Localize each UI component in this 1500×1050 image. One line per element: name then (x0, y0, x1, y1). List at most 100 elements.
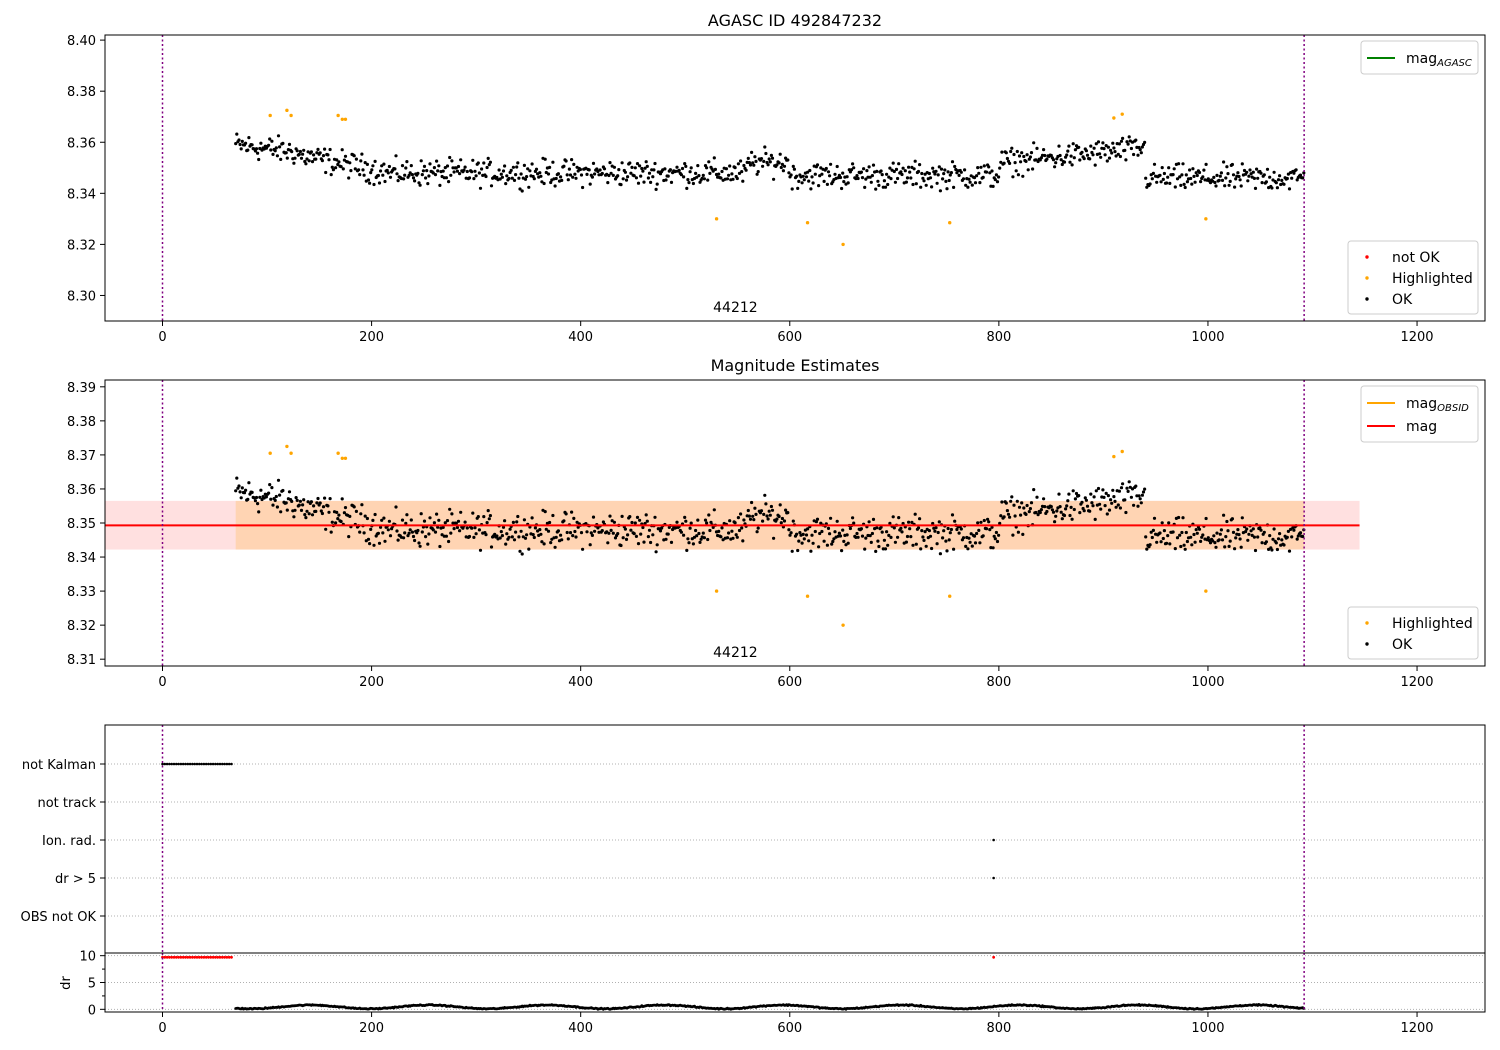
ok-point (382, 162, 386, 166)
ok-point (588, 543, 592, 547)
ok-point (643, 166, 647, 170)
ok-point (1268, 175, 1272, 179)
ok-point (1199, 539, 1203, 544)
ok-point (740, 170, 744, 174)
ok-point (1011, 533, 1015, 537)
ok-point (942, 529, 946, 533)
ok-point (539, 174, 543, 178)
ok-point (876, 539, 880, 543)
ok-point (455, 169, 459, 173)
ok-point (1177, 162, 1181, 166)
ok-point (284, 501, 288, 505)
ok-point (292, 515, 296, 519)
ok-point (269, 497, 273, 501)
ok-point (620, 514, 624, 519)
ok-point (259, 488, 263, 492)
dr-capped-point (188, 955, 192, 959)
ok-point (271, 503, 275, 507)
ok-point (936, 173, 940, 177)
ok-point (828, 532, 832, 536)
ok-point (388, 175, 393, 179)
ok-point (579, 173, 584, 177)
ok-point (623, 170, 628, 174)
ok-point (876, 179, 880, 183)
ok-point (632, 174, 636, 178)
ok-point (694, 171, 698, 175)
ok-point (1171, 530, 1175, 534)
ok-point (347, 535, 351, 539)
ok-point (1292, 171, 1296, 175)
ok-point (301, 503, 305, 507)
ok-point (959, 527, 963, 531)
ok-point (256, 151, 260, 155)
ok-point (1066, 149, 1070, 153)
ok-point (1166, 534, 1170, 538)
ok-point (544, 527, 548, 531)
ok-point (1117, 489, 1121, 493)
ok-point (326, 504, 330, 508)
ok-point (1151, 171, 1155, 175)
ok-point (646, 176, 651, 180)
ok-point (919, 547, 923, 551)
ok-point (285, 508, 289, 512)
ok-point (435, 159, 439, 163)
ok-points (234, 476, 1306, 556)
ok-point (869, 180, 873, 184)
ok-point (859, 170, 864, 174)
ok-point (952, 547, 956, 551)
ok-point (772, 177, 776, 181)
y-axis-label: dr (59, 976, 74, 990)
ok-point (334, 521, 338, 525)
dr-capped-point (211, 955, 215, 959)
ok-point (1124, 510, 1128, 515)
ok-point (1290, 535, 1294, 539)
ok-point (542, 542, 546, 546)
ok-point (730, 172, 734, 176)
ok-point (1248, 168, 1252, 172)
ok-point (489, 545, 494, 549)
x-tick-label: 800 (986, 1021, 1011, 1036)
dr-capped-point (214, 955, 217, 959)
ok-point (695, 175, 699, 179)
ok-point (944, 539, 948, 543)
ok-point (1215, 531, 1219, 535)
ok-point (946, 170, 950, 174)
ok-point (319, 509, 323, 513)
ok-point (687, 181, 691, 185)
ok-point (1025, 153, 1029, 157)
ok-point (1252, 176, 1256, 180)
ok-point (315, 151, 319, 155)
legend-marker-label: Highlighted (1392, 616, 1473, 632)
ok-point (1140, 493, 1144, 497)
ok-point (1012, 503, 1016, 507)
ok-point (1002, 515, 1006, 519)
ok-point (984, 170, 989, 174)
ok-point (1114, 505, 1118, 509)
ok-point (1160, 166, 1164, 170)
ok-point (1298, 173, 1303, 177)
ok-point (1038, 510, 1042, 515)
ok-point (963, 168, 967, 172)
ok-point (733, 166, 737, 170)
y-tick-label: 8.38 (67, 415, 96, 430)
ok-point (1251, 170, 1255, 174)
ok-point (654, 550, 658, 554)
ok-point (556, 529, 561, 533)
flag-category-label: dr > 5 (55, 872, 96, 887)
ok-point (1017, 505, 1022, 509)
ok-point (394, 505, 398, 509)
ok-point (1000, 500, 1004, 504)
ok-point (703, 518, 708, 522)
ok-point (696, 518, 700, 522)
ok-point (903, 169, 907, 173)
ok-point (274, 146, 278, 150)
ok-point (901, 521, 905, 526)
ok-point (363, 161, 367, 165)
ok-point (896, 176, 900, 181)
ok-point (1119, 486, 1124, 490)
ok-point (275, 154, 279, 158)
ok-point (1062, 513, 1067, 518)
ok-point (875, 169, 879, 173)
ok-point (470, 526, 474, 530)
ok-point (1143, 140, 1147, 144)
